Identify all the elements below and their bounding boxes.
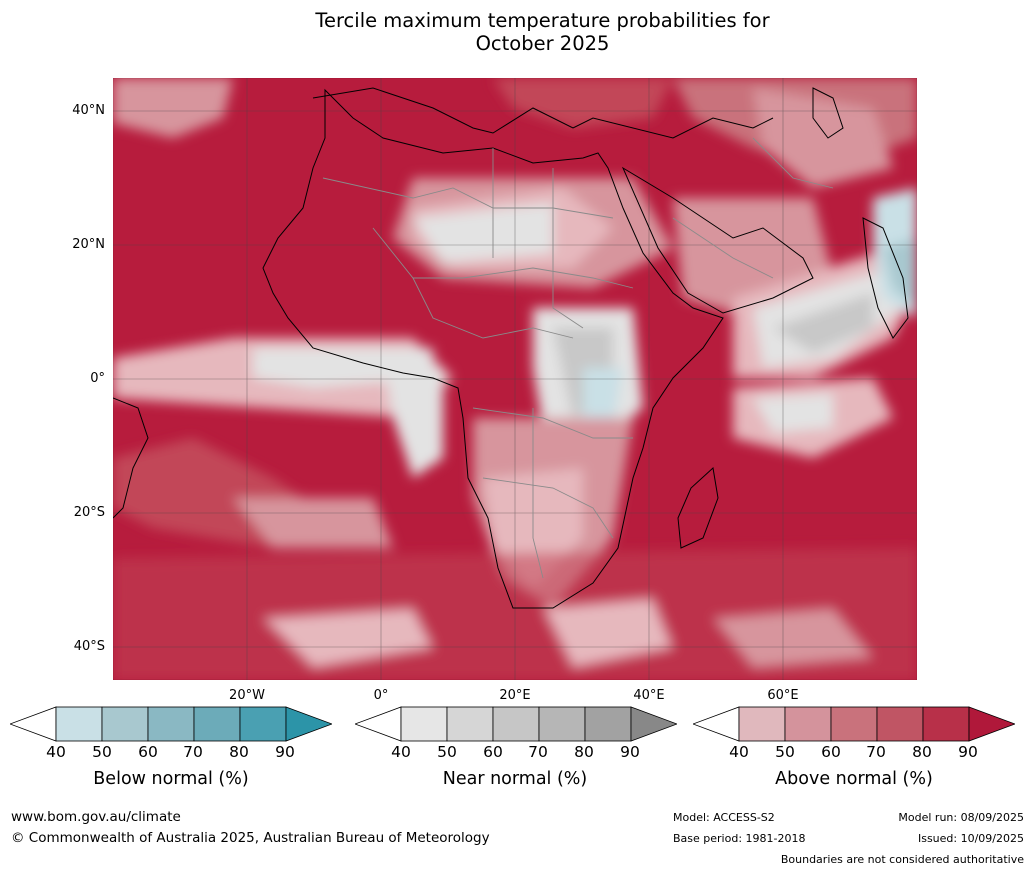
tick-label: 80 [912,743,932,761]
country-borders [322,137,834,579]
website-link[interactable]: www.bom.gov.au/climate [11,809,181,825]
tick-label: 60 [821,743,841,761]
tick-label: 60 [483,743,503,761]
lat-label-20n: 20°N [72,237,105,252]
tick-label: 70 [528,743,548,761]
tick-label: 90 [275,743,295,761]
lon-label-20e: 20°E [499,688,531,703]
colorbar-near-normal [355,706,677,742]
colorbar-extend-high [630,706,677,742]
tick-label: 50 [92,743,112,761]
tick-label: 80 [229,743,249,761]
lon-label-20w: 20°W [229,688,265,703]
title-line-1: Tercile maximum temperature probabilitie… [315,9,770,32]
colorbar-below-normal [10,706,332,742]
disclaimer-text: Boundaries are not considered authoritat… [780,853,1024,866]
colorbar-segment [738,706,786,742]
lon-label-40e: 40°E [633,688,665,703]
chart-title: Tercile maximum temperature probabilitie… [0,9,1035,55]
lat-label-40n: 40°N [72,103,105,118]
colorbar-segment [446,706,494,742]
base-period-text: Base period: 1981-2018 [673,832,806,845]
issued-text: Issued: 10/09/2025 [917,832,1024,845]
colorbar-extend-low [355,706,402,742]
tick-label: 50 [775,743,795,761]
colorbar-above-normal [693,706,1015,742]
colorbar-below-label: Below normal (%) [93,769,249,789]
mediterranean-coast [312,87,774,139]
probability-field [113,78,917,680]
colorbar-extend-low [693,706,740,742]
colorbar-segment [101,706,149,742]
lon-label-60e: 60°E [767,688,799,703]
tick-label: 50 [437,743,457,761]
coastlines [113,87,909,609]
colorbar-segment [538,706,586,742]
tick-label: 40 [729,743,749,761]
colorbar-segment [922,706,970,742]
colorbar-segment [147,706,195,742]
graticule [113,78,917,680]
colorbar-extend-high [285,706,332,742]
tick-label: 90 [958,743,978,761]
colorbar-segment [239,706,287,742]
tick-label: 70 [866,743,886,761]
colorbar-segment [784,706,832,742]
arabia-coast [621,166,814,314]
south-america-coast [113,397,149,519]
lon-label-0: 0° [373,688,389,703]
tick-label: 70 [183,743,203,761]
colorbar-segment [193,706,241,742]
tick-label: 80 [574,743,594,761]
tick-label: 40 [391,743,411,761]
lat-label-40s: 40°S [73,639,105,654]
colorbar-segment [830,706,878,742]
tick-label: 90 [620,743,640,761]
colorbar-above-label: Above normal (%) [775,769,933,789]
lat-label-20s: 20°S [73,505,105,520]
model-run-text: Model run: 08/09/2025 [898,811,1024,824]
colorbar-extend-low [10,706,57,742]
probability-map [113,78,917,680]
colorbar-near-label: Near normal (%) [442,769,588,789]
colorbar-segment [400,706,448,742]
madagascar-coast [677,467,719,549]
africa-coast [262,88,724,609]
copyright-text: © Commonwealth of Australia 2025, Austra… [11,830,490,846]
title-line-2: October 2025 [475,32,610,55]
colorbar-extend-high [968,706,1015,742]
india-coast [862,217,909,339]
tick-label: 40 [46,743,66,761]
lat-label-0: 0° [90,371,105,386]
colorbar-segment [584,706,632,742]
model-text: Model: ACCESS-S2 [673,811,775,824]
colorbar-segment [55,706,103,742]
tick-label: 60 [138,743,158,761]
colorbar-segment [492,706,540,742]
colorbar-segment [876,706,924,742]
